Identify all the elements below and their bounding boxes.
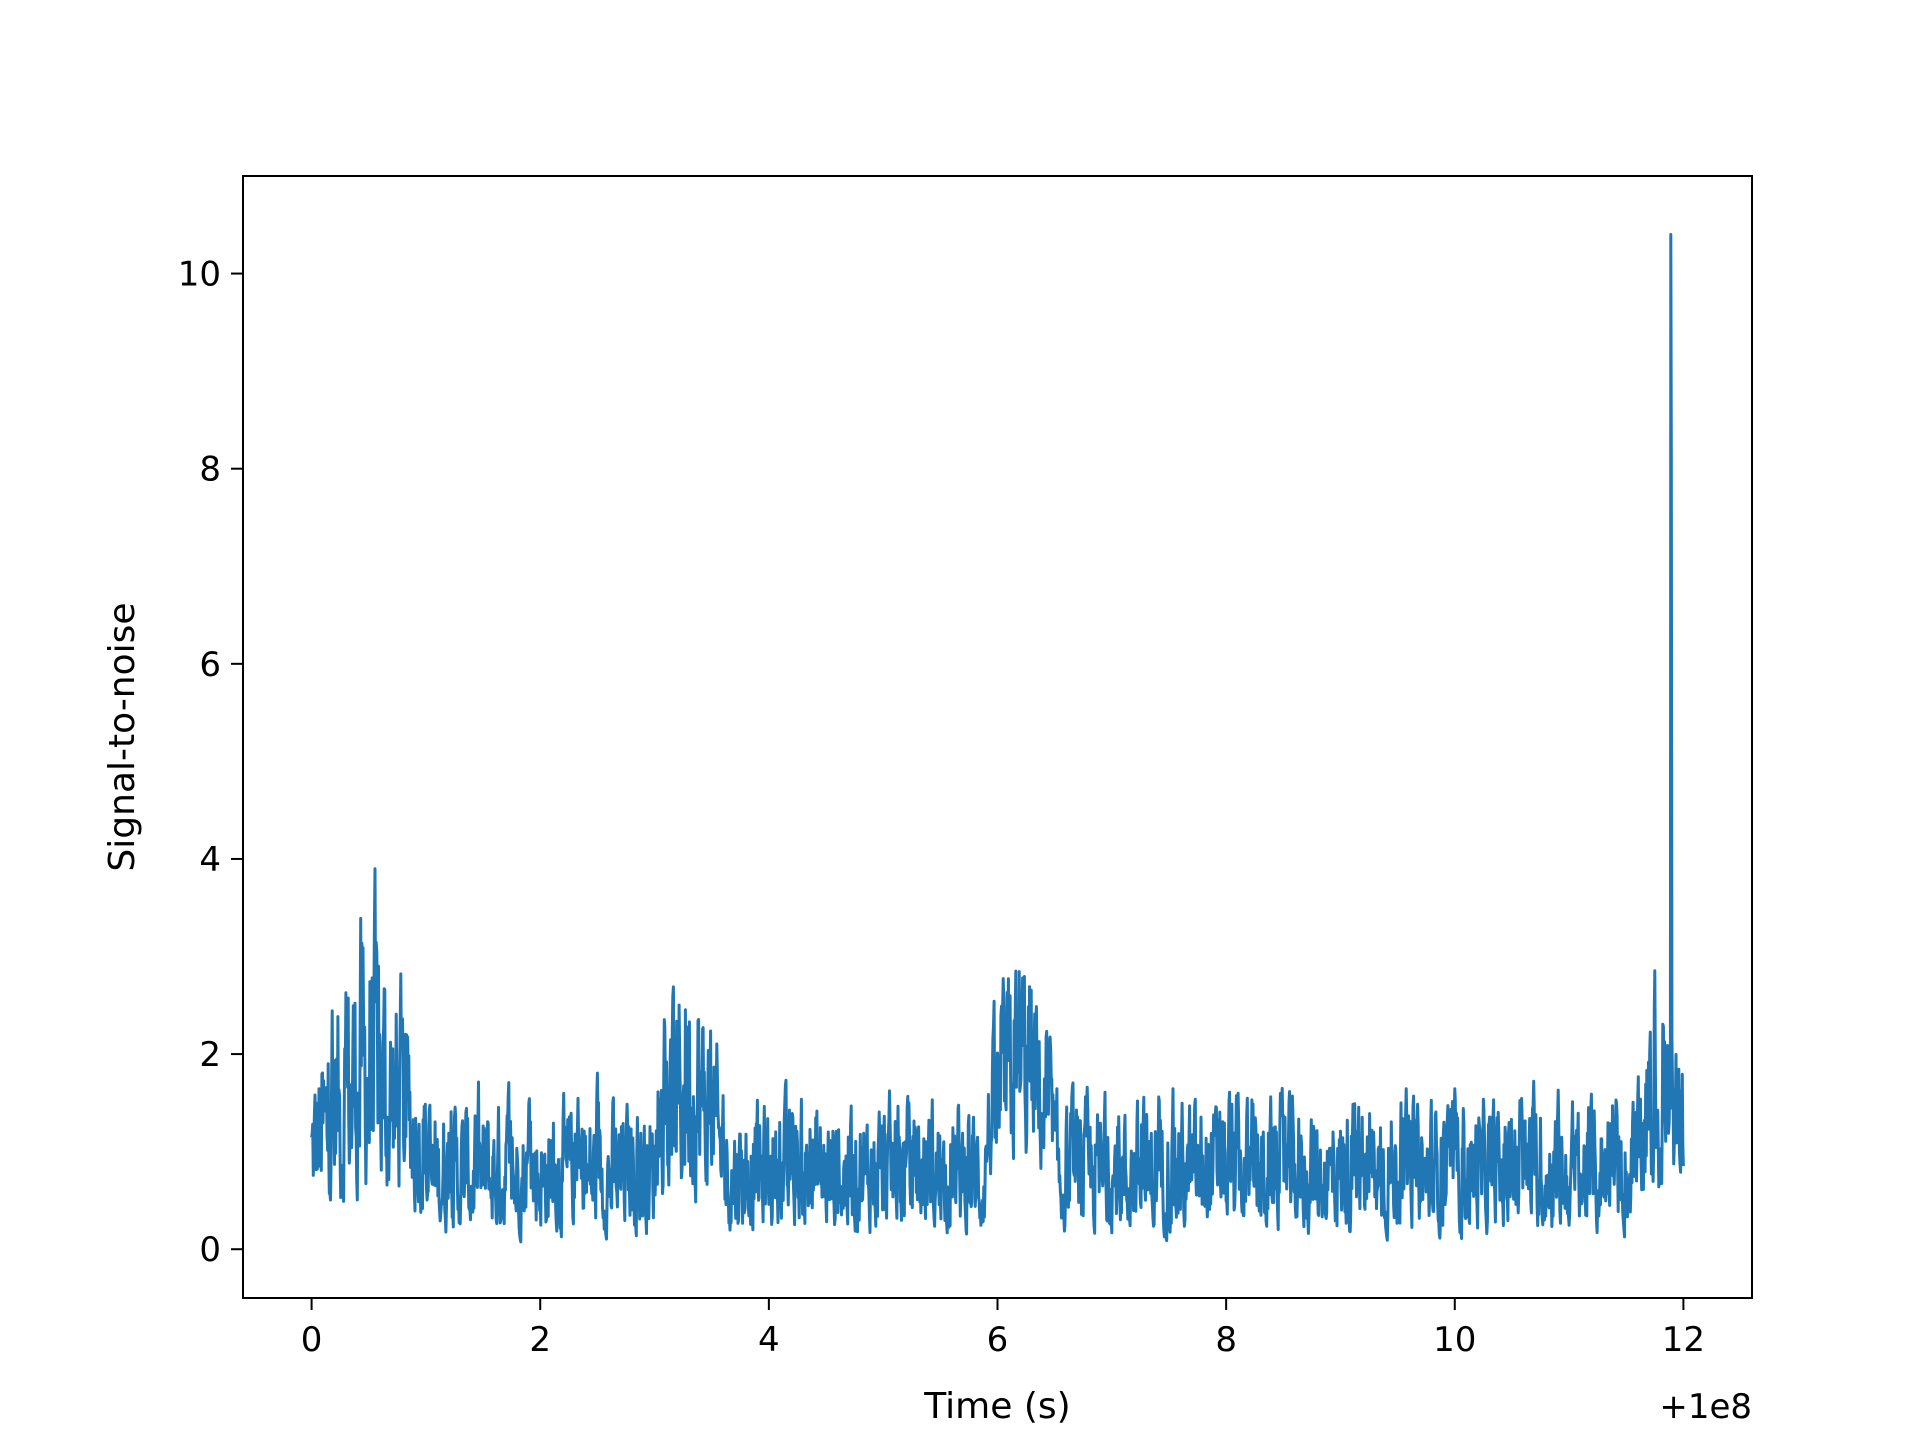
plot-area <box>310 233 1685 1244</box>
x-tick-label: 10 <box>1433 1320 1476 1360</box>
x-axis-ticks: 0 2 4 6 8 10 12 <box>301 1298 1705 1360</box>
x-axis-label: Time (s) <box>923 1386 1070 1427</box>
y-tick-label: 4 <box>199 840 221 880</box>
x-tick-label: 8 <box>1215 1320 1237 1360</box>
y-tick-label: 2 <box>199 1035 221 1075</box>
snr-series-line <box>310 233 1685 1244</box>
y-tick-label: 6 <box>199 645 221 685</box>
y-axis-ticks: 0 2 4 6 8 10 <box>178 255 243 1270</box>
x-tick-label: 2 <box>529 1320 551 1360</box>
x-tick-label: 4 <box>758 1320 780 1360</box>
x-tick-label: 6 <box>987 1320 1009 1360</box>
y-axis-label: Signal-to-noise <box>102 602 143 871</box>
x-axis-offset-label: +1e8 <box>1659 1387 1752 1427</box>
x-tick-label: 12 <box>1662 1320 1705 1360</box>
x-tick-label: 0 <box>301 1320 323 1360</box>
y-tick-label: 8 <box>199 450 221 490</box>
y-tick-label: 10 <box>178 255 221 295</box>
y-tick-label: 0 <box>199 1230 221 1270</box>
